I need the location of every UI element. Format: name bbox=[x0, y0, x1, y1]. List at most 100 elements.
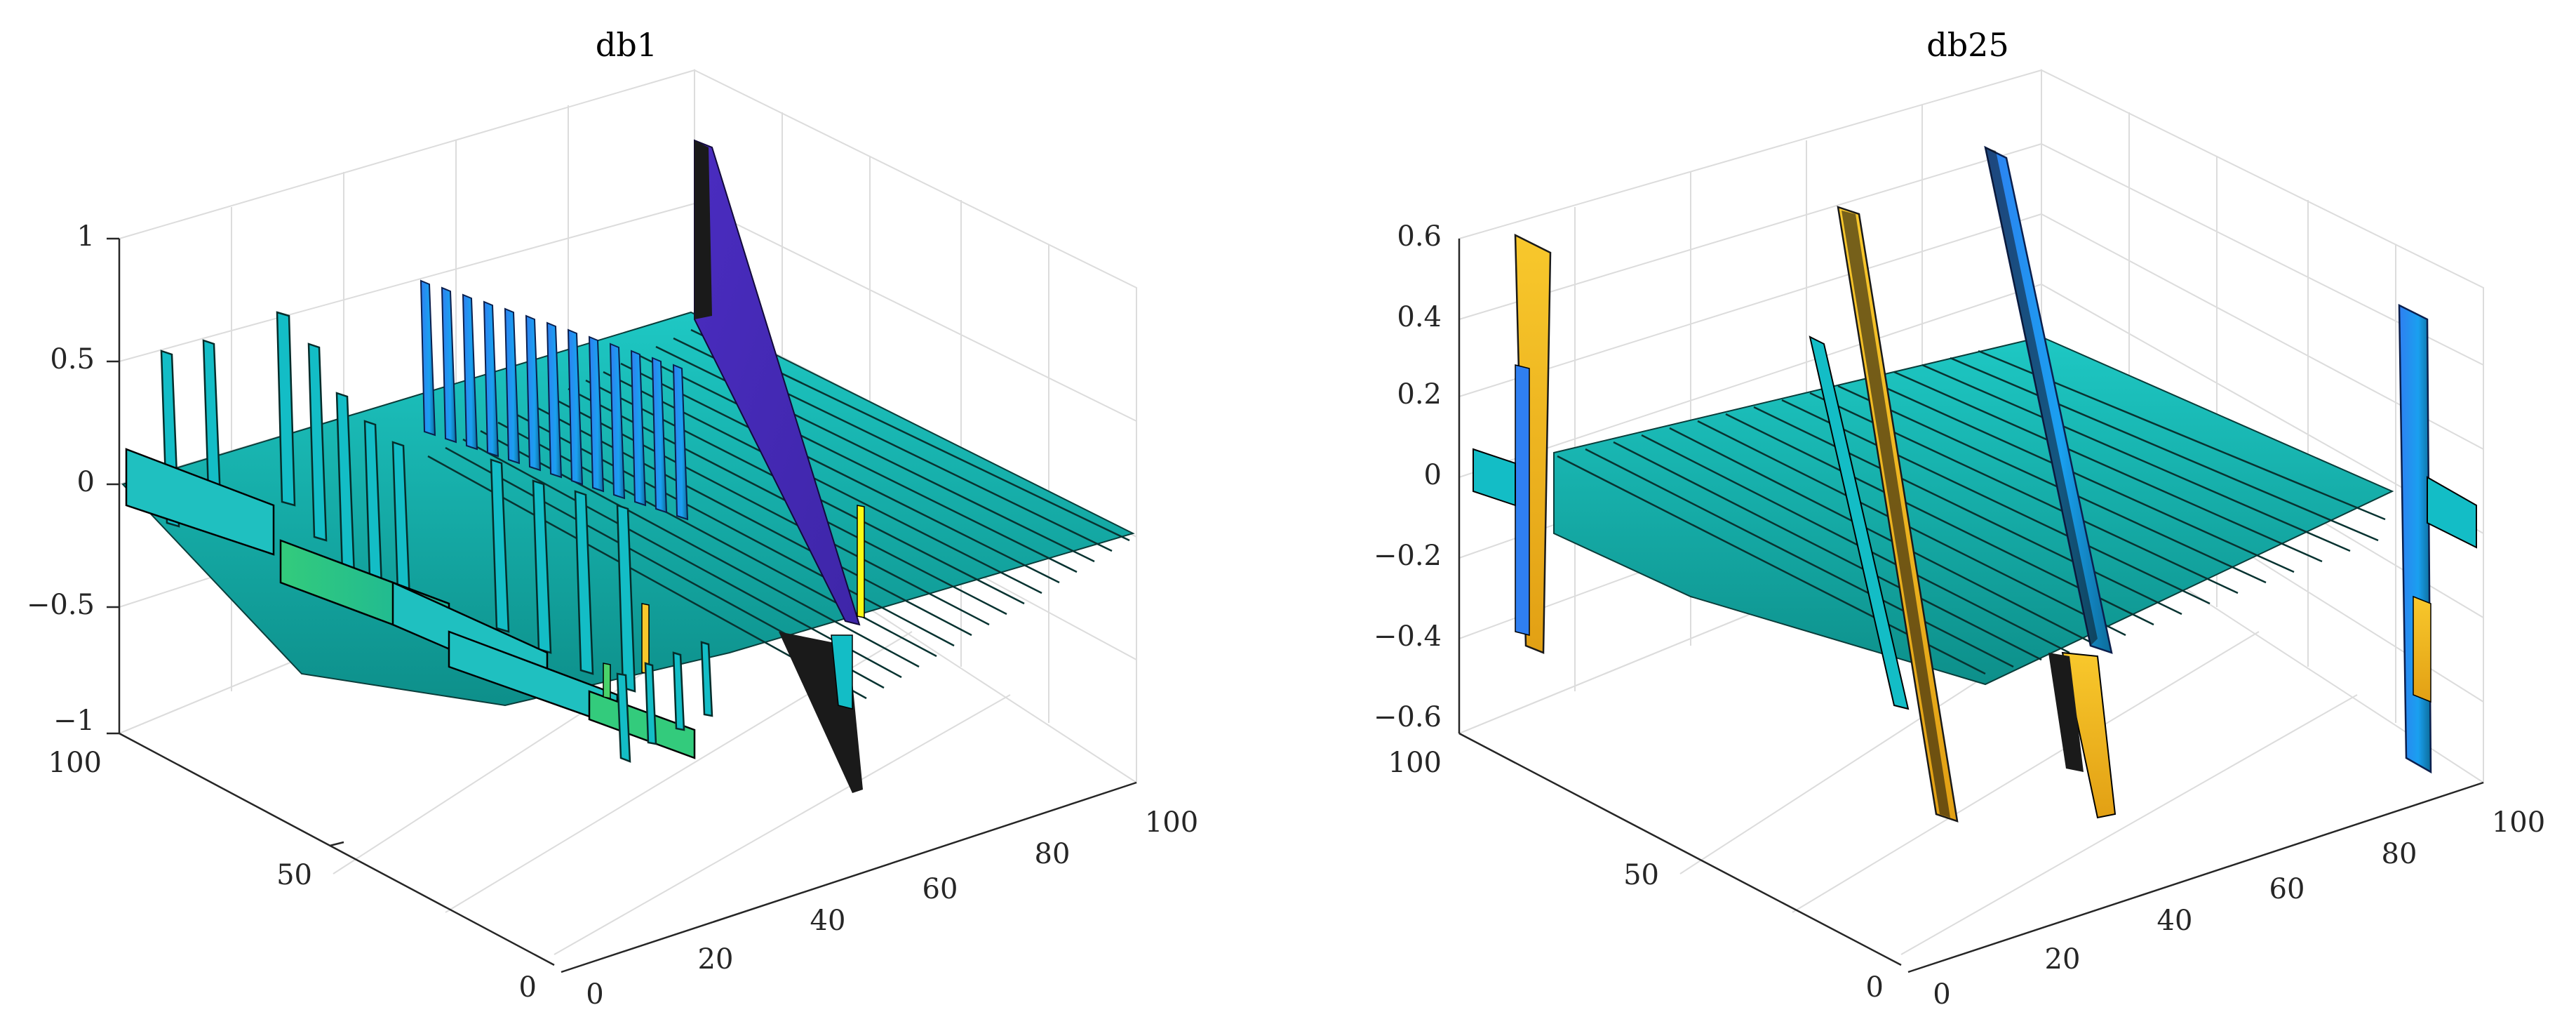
y-tick-label: 100 bbox=[1388, 747, 1442, 779]
mesh-line bbox=[1837, 385, 2267, 584]
chart-title: db1 bbox=[596, 26, 657, 64]
y-axis-line bbox=[1458, 732, 1902, 966]
z-tick-label: 0.2 bbox=[1397, 378, 1442, 411]
ridge bbox=[567, 328, 584, 486]
z-ticks: 0.6 0.4 0.2 0 −0.2 −0.4 −0.6 bbox=[1374, 220, 1442, 733]
ridge bbox=[616, 672, 631, 763]
mesh-line bbox=[620, 362, 1060, 584]
ridge bbox=[574, 490, 594, 675]
mesh-line bbox=[550, 396, 990, 626]
z-tick-label: 0.6 bbox=[1397, 220, 1442, 253]
ridge bbox=[588, 335, 605, 493]
accent-green bbox=[603, 663, 611, 699]
surface-floor bbox=[1553, 335, 2394, 686]
step-plane-1 bbox=[125, 448, 275, 556]
y-ticks: 100 50 0 bbox=[1388, 747, 1884, 1004]
z-tick-label: 0 bbox=[77, 466, 95, 498]
grid-line bbox=[1458, 143, 2042, 320]
tick-mark bbox=[329, 841, 344, 847]
grid-line bbox=[1900, 694, 2358, 955]
x-tick-label: 80 bbox=[1035, 838, 1071, 870]
ridge bbox=[441, 286, 457, 444]
ridge-right bbox=[2398, 303, 2432, 774]
x-axis-line bbox=[561, 781, 1137, 973]
mesh-line bbox=[1950, 357, 2379, 542]
z-tick-label: −0.6 bbox=[1374, 701, 1442, 733]
z-tick-label: −0.2 bbox=[1374, 540, 1442, 572]
mesh-line bbox=[532, 404, 972, 637]
surface bbox=[121, 139, 1135, 793]
z-ticks: 1 0.5 0 −0.5 −1 bbox=[27, 220, 119, 737]
chart-panel-db1: db1 bbox=[27, 26, 1198, 1011]
trough-gold bbox=[2061, 651, 2117, 819]
ridge-left-blue bbox=[1515, 364, 1530, 636]
ridges-teal bbox=[160, 311, 636, 693]
mesh-line bbox=[462, 438, 902, 679]
z-tick-label: 0.5 bbox=[50, 343, 95, 375]
mesh-line bbox=[1865, 378, 2295, 573]
z-tick-label: −1 bbox=[53, 705, 95, 737]
x-tick-label: 40 bbox=[2157, 905, 2193, 937]
y-tick-label: 50 bbox=[1623, 859, 1659, 891]
x-tick-label: 40 bbox=[810, 905, 846, 937]
ridge-center-secondary bbox=[1809, 335, 1910, 710]
z-tick-label: 0 bbox=[1424, 459, 1442, 491]
trough-dark bbox=[2048, 653, 2084, 772]
grid-line bbox=[694, 203, 1137, 422]
y-tick-label: 100 bbox=[48, 747, 102, 779]
z-tick-label: −0.5 bbox=[27, 589, 95, 621]
mesh-line bbox=[1669, 427, 2098, 647]
ridge-yellow-edge bbox=[857, 505, 865, 618]
ridges-blue bbox=[420, 279, 689, 521]
x-tick-label: 0 bbox=[1933, 978, 1950, 1011]
step-plane-5 bbox=[588, 690, 696, 759]
grid-line bbox=[1458, 213, 2042, 397]
x-axis-line bbox=[1907, 781, 2484, 973]
mesh-line bbox=[1697, 420, 2126, 637]
chart-title: db25 bbox=[1926, 26, 2008, 64]
axes: 1 0.5 0 −0.5 −1 100 50 0 0 20 40 60 80 1… bbox=[27, 220, 1198, 1011]
ridge bbox=[672, 364, 689, 521]
ridge-left-teal bbox=[1473, 448, 1516, 507]
grid-line bbox=[1792, 631, 2260, 913]
grid-line bbox=[1458, 284, 2042, 478]
z-tick-label: −0.4 bbox=[1374, 620, 1442, 653]
ridge bbox=[462, 293, 478, 451]
ridge bbox=[532, 479, 552, 654]
x-tick-label: 100 bbox=[2492, 806, 2545, 839]
chart-panel-db25: db25 bbox=[1374, 26, 2545, 1011]
ridge bbox=[672, 651, 685, 731]
grid-line bbox=[119, 203, 695, 362]
ridge bbox=[644, 662, 657, 745]
ridge bbox=[307, 342, 328, 542]
z-tick-label: 1 bbox=[77, 220, 95, 253]
y-axis-line bbox=[119, 732, 555, 966]
ridge bbox=[616, 504, 636, 693]
x-ticks: 0 20 40 60 80 100 bbox=[586, 806, 1198, 1011]
ridge bbox=[276, 311, 296, 507]
ridge bbox=[700, 641, 713, 717]
ridge bbox=[651, 357, 668, 514]
z-tick-label: 0.4 bbox=[1397, 301, 1442, 333]
ridge bbox=[609, 342, 626, 500]
y-ticks: 100 50 0 bbox=[48, 747, 537, 1004]
ridge bbox=[525, 314, 542, 472]
x-tick-label: 100 bbox=[1145, 806, 1198, 839]
x-ticks: 0 20 40 60 80 100 bbox=[1933, 806, 2545, 1011]
mesh-line bbox=[1613, 441, 2042, 661]
x-tick-label: 20 bbox=[698, 943, 734, 976]
ridge bbox=[546, 321, 563, 479]
mesh-line bbox=[1585, 448, 2014, 668]
x-tick-label: 0 bbox=[586, 978, 603, 1011]
ridge-purple-shadow bbox=[695, 140, 712, 319]
ridge-right-gold bbox=[2413, 595, 2431, 703]
surface bbox=[1473, 145, 2477, 823]
mesh-line bbox=[1893, 371, 2323, 563]
y-tick-label: 0 bbox=[519, 971, 537, 1004]
mesh-line bbox=[638, 354, 1078, 573]
x-tick-label: 60 bbox=[923, 873, 958, 905]
ridge bbox=[504, 307, 521, 465]
ridge-right-teal bbox=[2427, 476, 2477, 549]
mesh-line bbox=[1753, 406, 2182, 616]
